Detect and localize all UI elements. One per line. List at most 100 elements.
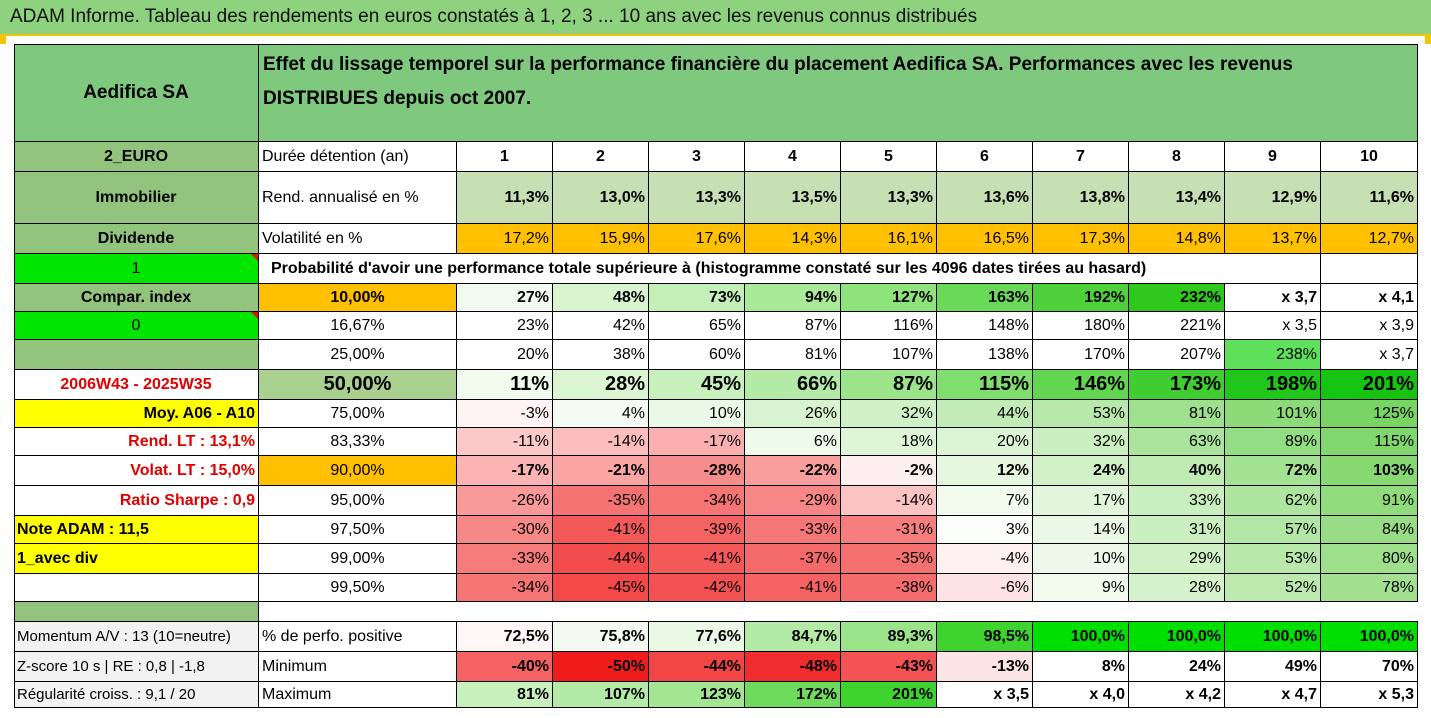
percentile-value-text: 192% xyxy=(1084,288,1125,306)
positive-label-text: % de perfo. positive xyxy=(262,627,403,645)
percentile-value: 107% xyxy=(841,340,937,370)
percentile-value: -39% xyxy=(649,516,745,544)
percentile-value-text: 53% xyxy=(1284,549,1317,567)
dividend-label: Dividende xyxy=(14,224,259,254)
positive-value-text: 77,6% xyxy=(695,627,741,645)
percentile-value: 73% xyxy=(649,284,745,312)
percentile-value: -14% xyxy=(553,428,649,456)
duree-label: Durée détention (an) xyxy=(259,142,457,172)
volat-lt-label-text: Volat. LT : 15,0% xyxy=(130,461,255,479)
percentile-value-text: 26% xyxy=(804,404,837,422)
header-description: Effet du lissage temporel sur la perform… xyxy=(259,44,1418,142)
regularite-label: Régularité croiss. : 9,1 / 20 xyxy=(14,682,259,708)
percentile-value: 163% xyxy=(937,284,1033,312)
percentile-value: 20% xyxy=(457,340,553,370)
percentile-value-text: -34% xyxy=(703,491,741,509)
percentile-value: -28% xyxy=(649,456,745,486)
duration-header-cell: 1 xyxy=(457,142,553,172)
percentile-value: 14% xyxy=(1033,516,1129,544)
duration-header-cell-text: 3 xyxy=(692,147,701,165)
rend-value: 11,3% xyxy=(457,172,553,224)
maximum-value-text: x 3,5 xyxy=(993,685,1029,703)
percentile-value-text: 138% xyxy=(988,345,1029,363)
minimum-value: -50% xyxy=(553,652,649,682)
percentile-value-text: -44% xyxy=(607,549,645,567)
percentile-value-text: 12% xyxy=(996,461,1029,479)
fund-name: Aedifica SA xyxy=(14,44,259,142)
duration-header-cell-text: 4 xyxy=(788,147,797,165)
percentile-value-text: 45% xyxy=(700,373,741,395)
percentile-value-text: -30% xyxy=(511,520,549,538)
percentile-value: 84% xyxy=(1321,516,1418,544)
percentile-value-text: 33% xyxy=(1188,491,1221,509)
rend-value: 11,6% xyxy=(1321,172,1418,224)
percentile-label: 10,00% xyxy=(259,284,457,312)
percentile-value-text: 65% xyxy=(708,316,741,334)
percentile-value: -14% xyxy=(841,486,937,516)
percentile-value: -3% xyxy=(457,400,553,428)
percentile-value: 72% xyxy=(1225,456,1321,486)
percentile-value-text: 42% xyxy=(612,316,645,334)
percentile-value: -4% xyxy=(937,544,1033,574)
vol-value-text: 16,1% xyxy=(887,229,933,247)
selector-field-1: 1 xyxy=(14,254,259,284)
percentile-value: 87% xyxy=(841,370,937,400)
percentile-value-text: 89% xyxy=(1284,432,1317,450)
percentile-value-text: 62% xyxy=(1284,491,1317,509)
percentile-value-text: 101% xyxy=(1276,404,1317,422)
rend-lt-label: Rend. LT : 13,1% xyxy=(14,428,259,456)
percentile-value-text: 146% xyxy=(1073,373,1125,395)
percentile-value-text: -35% xyxy=(607,491,645,509)
percentile-value-text: 107% xyxy=(892,345,933,363)
percentile-value: 65% xyxy=(649,312,745,340)
percentile-value-text: 57% xyxy=(1284,520,1317,538)
maximum-value-text: 123% xyxy=(700,685,741,703)
percentile-value-text: 24% xyxy=(1092,461,1125,479)
percentile-value-text: -42% xyxy=(703,578,741,596)
selector-field-1-text: 1 xyxy=(131,259,141,277)
spacer-green-bar xyxy=(14,602,259,622)
percentile-value: -17% xyxy=(649,428,745,456)
percentile-value: -41% xyxy=(745,574,841,602)
percentile-value-text: 72% xyxy=(1284,461,1317,479)
percentile-label-text: 75,00% xyxy=(330,404,385,422)
vol-value: 16,1% xyxy=(841,224,937,254)
percentile-label: 99,50% xyxy=(259,574,457,602)
fund-name-text: Aedifica SA xyxy=(83,81,189,103)
percentile-value-text: 60% xyxy=(708,345,741,363)
percentile-value: -2% xyxy=(841,456,937,486)
maximum-label: Maximum xyxy=(259,682,457,708)
rend-value-text: 11,6% xyxy=(1369,188,1414,206)
percentile-value-text: x 3,5 xyxy=(1282,316,1317,334)
maximum-value-text: x 4,7 xyxy=(1281,685,1317,703)
percentile-value: 10% xyxy=(1033,544,1129,574)
minimum-value: 24% xyxy=(1129,652,1225,682)
percentile-label-text: 90,00% xyxy=(330,461,385,479)
percentile-value: 18% xyxy=(841,428,937,456)
compar-index-label-text: Compar. index xyxy=(80,288,192,306)
vol-value: 14,3% xyxy=(745,224,841,254)
corner-marker-left xyxy=(0,36,6,44)
minimum-value: -40% xyxy=(457,652,553,682)
percentile-value: -35% xyxy=(841,544,937,574)
header-description-text: Effet du lissage temporel sur la perform… xyxy=(263,54,1293,109)
percentile-value: -35% xyxy=(553,486,649,516)
percentile-value: 42% xyxy=(553,312,649,340)
rend-value: 13,8% xyxy=(1033,172,1129,224)
spacer-row xyxy=(259,602,1418,622)
corner-marker-right xyxy=(1425,36,1431,44)
percentile-value: 53% xyxy=(1033,400,1129,428)
percentile-value-text: 87% xyxy=(892,373,933,395)
percentile-value: 63% xyxy=(1129,428,1225,456)
percentile-value: -42% xyxy=(649,574,745,602)
vol-value: 17,3% xyxy=(1033,224,1129,254)
positive-value: 100,0% xyxy=(1225,622,1321,652)
percentile-value: 44% xyxy=(937,400,1033,428)
vol-value-text: 12,7% xyxy=(1368,229,1414,247)
percentile-value-text: -29% xyxy=(799,491,837,509)
percentile-value-text: 9% xyxy=(1101,578,1125,596)
minimum-value-text: 49% xyxy=(1284,657,1317,675)
percentile-value: 101% xyxy=(1225,400,1321,428)
percentile-value-text: 81% xyxy=(804,345,837,363)
vol-label-text: Volatilité en % xyxy=(262,229,363,247)
